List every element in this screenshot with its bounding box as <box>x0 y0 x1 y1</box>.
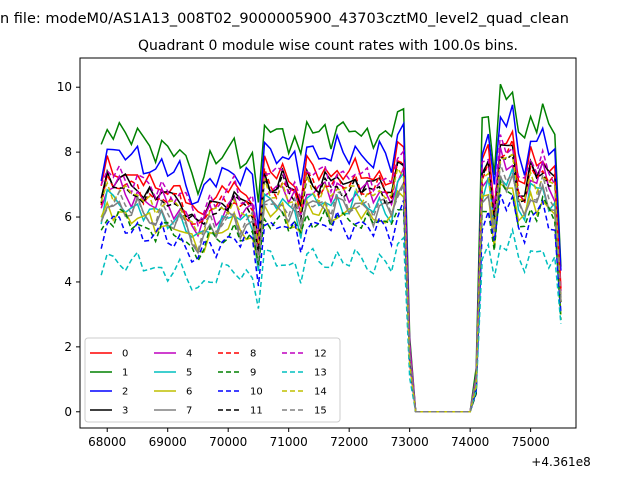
x-tick-label: 74000 <box>451 435 489 449</box>
y-tick-label: 0 <box>64 405 72 419</box>
series-line-0 <box>100 128 562 413</box>
x-tick-label: 73000 <box>391 435 429 449</box>
legend-label-9: 9 <box>250 368 256 379</box>
legend-label-3: 3 <box>122 406 128 417</box>
y-tick-label: 10 <box>57 80 72 94</box>
legend-label-10: 10 <box>250 387 263 398</box>
legend-label-15: 15 <box>314 406 327 417</box>
axes-frame <box>79 57 577 429</box>
legend-label-1: 1 <box>122 368 128 379</box>
x-axis-ticks: 68000 69000 70000 71000 72000 73000 74000 75000 <box>88 428 550 449</box>
legend-label-8: 8 <box>250 349 256 360</box>
legend-label-11: 11 <box>250 406 263 417</box>
series-line-12 <box>100 134 562 413</box>
series-line-2 <box>100 104 562 413</box>
legend-label-13: 13 <box>314 368 327 379</box>
y-axis-ticks: 0 2 4 6 8 10 <box>57 80 80 419</box>
y-tick-label: 2 <box>64 340 72 354</box>
series-line-4 <box>100 147 562 413</box>
x-tick-label: 71000 <box>270 435 308 449</box>
legend-label-4: 4 <box>186 349 192 360</box>
x-tick-label: 72000 <box>330 435 368 449</box>
legend-label-7: 7 <box>186 406 192 417</box>
series-line-8 <box>100 136 562 413</box>
legend-label-0: 0 <box>122 349 128 360</box>
series-line-1 <box>100 83 562 413</box>
x-tick-label: 75000 <box>512 435 550 449</box>
series-line-9 <box>100 179 562 413</box>
legend-label-2: 2 <box>122 387 128 398</box>
x-tick-label: 68000 <box>88 435 126 449</box>
x-axis-offset-label: +4.361e8 <box>531 455 590 469</box>
series-line-3 <box>100 144 562 413</box>
legend-label-5: 5 <box>186 368 192 379</box>
x-tick-label: 70000 <box>209 435 247 449</box>
y-tick-label: 6 <box>64 210 72 224</box>
legend-label-14: 14 <box>314 387 327 398</box>
series-line-15 <box>100 163 562 413</box>
figure-suptitle: n file: modeM0/AS1A13_008T02_9000005900_… <box>0 11 569 27</box>
legend-label-6: 6 <box>186 387 192 398</box>
legend-frame <box>84 337 341 423</box>
plot-area: 68000 69000 70000 71000 72000 73000 74000 75000… <box>57 57 577 449</box>
chart-title: Quadrant 0 module wise count rates with … <box>138 38 518 54</box>
series-line-10 <box>100 194 562 413</box>
legend-label-12: 12 <box>314 349 327 360</box>
series-line-14 <box>100 153 562 413</box>
y-tick-label: 4 <box>64 275 72 289</box>
y-tick-label: 8 <box>64 145 72 159</box>
series-layer <box>100 83 562 413</box>
x-tick-label: 69000 <box>149 435 187 449</box>
